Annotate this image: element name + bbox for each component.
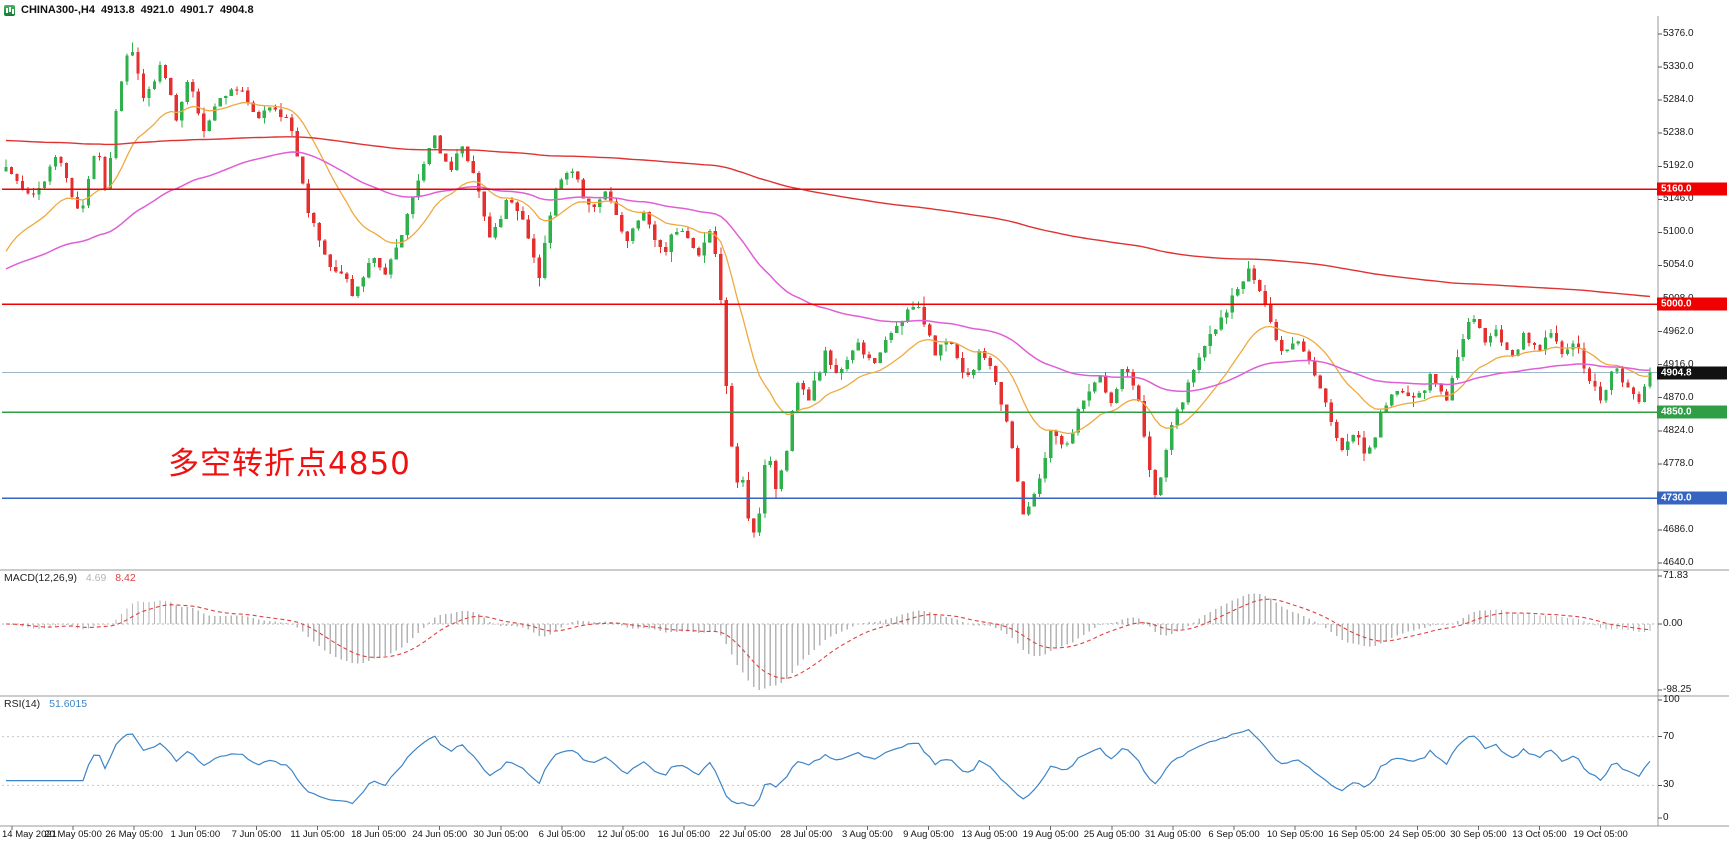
quote-low: 4901.7	[180, 4, 214, 16]
time-axis[interactable]	[0, 826, 1729, 842]
rsi-panel-header: RSI(14) 51.6015	[4, 698, 93, 710]
quote-open: 4913.8	[100, 4, 135, 16]
candlestick-series	[4, 42, 1652, 538]
rsi-label: RSI(14)	[4, 698, 41, 710]
symbol-icon	[4, 4, 15, 16]
quote-high: 4921.0	[140, 4, 175, 16]
rsi-line	[6, 728, 1651, 807]
quote-bar: CHINA300-,H4 4913.8 4921.0 4901.7 4904.8	[4, 3, 254, 17]
macd-panel-header: MACD(12,26,9) 4.69 8.42	[4, 572, 142, 584]
rsi-value: 51.6015	[49, 698, 88, 710]
axis-ticks	[11, 33, 1662, 830]
macd-histogram	[10, 593, 1651, 690]
level-lines	[2, 188, 1658, 500]
ma-slow-red	[5, 136, 1651, 298]
ma-mid-magenta	[5, 151, 1650, 393]
macd-value: 4.69	[85, 572, 107, 584]
macd-label: MACD(12,26,9)	[4, 572, 77, 584]
quote-close: 4904.8	[219, 4, 254, 16]
macd-signal-value: 8.42	[115, 572, 136, 584]
ma-fast-orange	[5, 102, 1651, 435]
symbol-timeframe-label: CHINA300-,H4	[21, 4, 95, 16]
panel-separators	[0, 16, 1729, 827]
chart-annotation-text[interactable]: 多空转折点4850	[168, 446, 411, 482]
price-axis[interactable]	[1656, 16, 1729, 826]
macd-signal-line	[5, 598, 1651, 679]
